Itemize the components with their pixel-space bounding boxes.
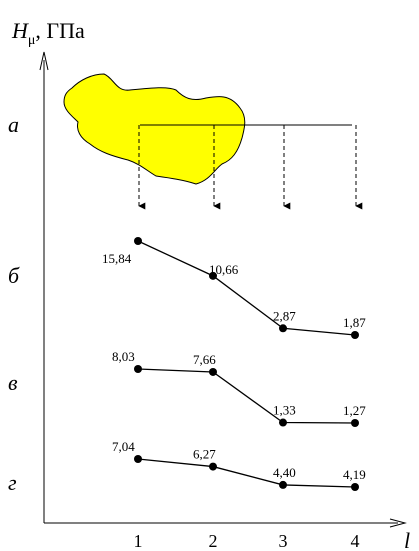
data-label: 2,87 [273,308,296,323]
data-label: 1,33 [273,403,296,418]
x-axis-arrow-icon [389,518,407,528]
x-axis-label: l [404,528,410,551]
data-point [279,324,287,333]
data-label: 1,87 [343,315,366,330]
series-line [137,458,356,488]
data-point [209,271,217,280]
row-letter-b: б [8,263,20,288]
x-tick-label: 3 [279,531,288,551]
x-tick-label: 4 [351,531,360,551]
data-label: 4,40 [273,465,296,480]
row-letter-a: а [8,112,19,137]
y-axis-var: H [11,18,29,43]
data-point [209,462,217,471]
row-letter-g: г [8,470,17,495]
y-axis-sub: μ [28,33,36,48]
data-point [134,237,142,245]
series-3: 7,04 6,27 4,40 4,19 [112,439,366,491]
data-point [279,418,287,427]
y-axis-unit: , ГПа [35,18,85,43]
data-label: 10,66 [209,262,239,277]
series-line [137,240,356,336]
series-1: 15,84 10,66 2,87 1,87 [102,237,366,339]
data-point [351,331,359,339]
data-point [279,480,287,489]
grain-schematic [63,73,363,210]
data-label: 15,84 [102,251,132,266]
data-point [351,483,359,491]
row-letter-v: в [8,370,18,395]
x-tick-label: 1 [134,531,143,551]
data-point [134,455,142,463]
series-line [137,368,356,424]
data-label: 4,19 [343,467,366,482]
data-label: 7,66 [193,352,216,367]
data-label: 8,03 [112,349,135,364]
grain-blob [63,73,246,185]
y-axis-arrow-icon [39,51,49,71]
y-axis-title: Hμ, ГПа [11,18,85,48]
data-label: 1,27 [343,403,366,418]
data-point [134,365,142,373]
x-tick-label: 2 [209,531,218,551]
data-label: 6,27 [193,447,216,462]
data-point [351,419,359,427]
data-point [209,367,217,376]
data-label: 7,04 [112,439,135,454]
series-2: 8,03 7,66 1,33 1,27 [112,349,366,427]
